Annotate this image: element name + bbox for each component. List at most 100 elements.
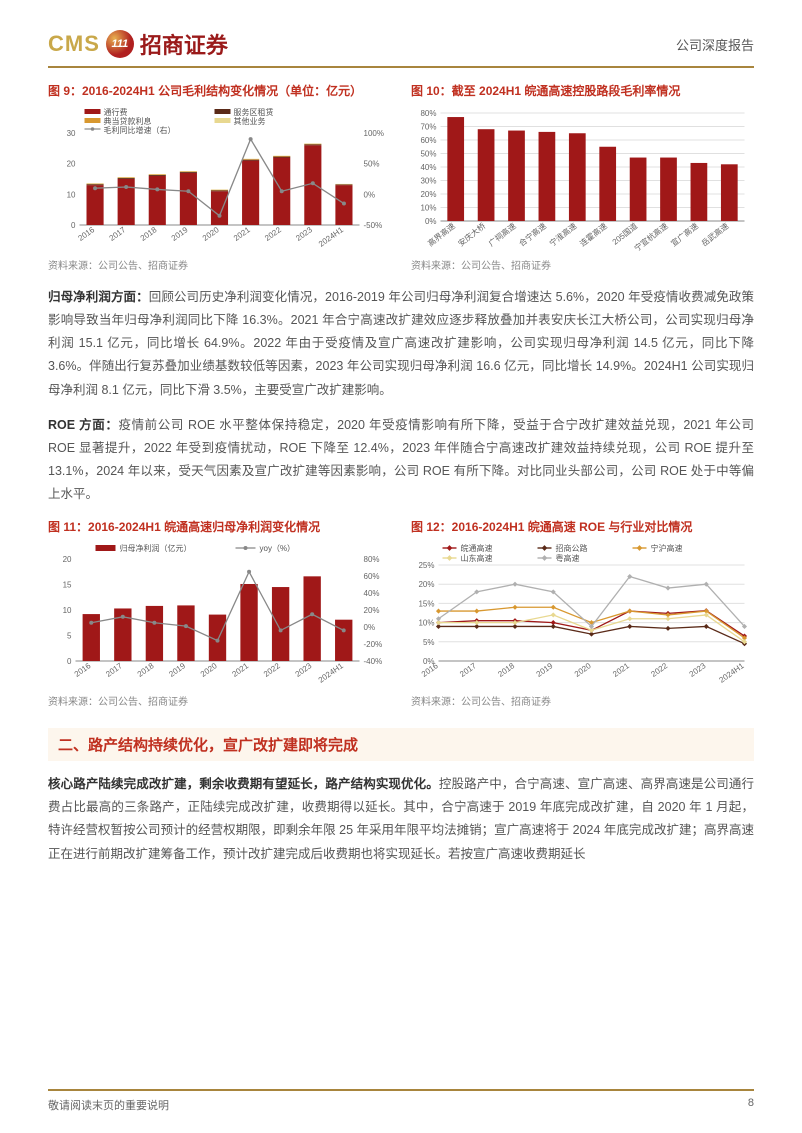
- svg-text:典当贷款利息: 典当贷款利息: [104, 116, 152, 126]
- svg-text:0: 0: [67, 657, 72, 666]
- svg-text:2021: 2021: [230, 661, 250, 679]
- svg-text:yoy（%）: yoy（%）: [260, 544, 296, 553]
- svg-text:50%: 50%: [364, 160, 380, 169]
- svg-text:2018: 2018: [136, 661, 156, 679]
- svg-text:粤高速: 粤高速: [556, 553, 580, 563]
- svg-text:10: 10: [63, 606, 72, 615]
- logo-cms: CMS: [48, 31, 100, 57]
- svg-text:10%: 10%: [418, 619, 434, 628]
- doc-type: 公司深度报告: [676, 35, 754, 54]
- chart-12-source: 资料来源：公司公告、招商证券: [411, 693, 754, 708]
- chart-9-source: 资料来源：公司公告、招商证券: [48, 257, 391, 272]
- svg-text:5%: 5%: [423, 638, 435, 647]
- svg-text:2019: 2019: [535, 661, 555, 679]
- svg-text:10: 10: [67, 190, 76, 199]
- svg-text:皖通高速: 皖通高速: [461, 543, 493, 553]
- svg-text:2023: 2023: [688, 661, 708, 679]
- svg-text:宁沪高速: 宁沪高速: [651, 543, 683, 553]
- svg-text:2020: 2020: [199, 661, 219, 679]
- chart-10-source: 资料来源：公司公告、招商证券: [411, 257, 754, 272]
- svg-text:安庆大桥: 安庆大桥: [456, 221, 487, 249]
- svg-text:2019: 2019: [167, 661, 187, 679]
- svg-text:宁淮高速: 宁淮高速: [547, 221, 578, 249]
- svg-text:2018: 2018: [139, 225, 159, 243]
- para-assets-lead: 核心路产陆续完成改扩建，剩余收费期有望延长，路产结构实现优化。: [48, 777, 439, 791]
- svg-text:归母净利润（亿元）: 归母净利润（亿元）: [120, 543, 192, 553]
- svg-text:-20%: -20%: [364, 640, 383, 649]
- svg-text:30: 30: [67, 129, 76, 138]
- svg-text:20: 20: [67, 160, 76, 169]
- svg-text:招商公路: 招商公路: [556, 543, 588, 553]
- chart-11-source: 资料来源：公司公告、招商证券: [48, 693, 391, 708]
- para-profit-body: 回顾公司历史净利润变化情况，2016-2019 年公司归母净利润复合增速达 5.…: [48, 290, 754, 397]
- svg-text:2019: 2019: [170, 225, 190, 243]
- para-profit: 归母净利润方面：回顾公司历史净利润变化情况，2016-2019 年公司归母净利润…: [48, 286, 754, 402]
- chart-12: 图 12：2016-2024H1 皖通高速 ROE 与行业对比情况 皖通高速 招商…: [411, 518, 754, 718]
- svg-text:-40%: -40%: [364, 657, 383, 666]
- svg-text:0%: 0%: [364, 190, 376, 199]
- svg-text:80%: 80%: [420, 109, 436, 118]
- svg-text:100%: 100%: [364, 129, 384, 138]
- svg-text:2020: 2020: [573, 661, 593, 679]
- logo-block: CMS 111 招商证券: [48, 28, 228, 60]
- page: CMS 111 招商证券 公司深度报告 图 9：2016-2024H1 公司毛利…: [0, 0, 802, 1133]
- chart-12-canvas: 皖通高速招商公路宁沪高速山东高速粤高速0%5%10%15%20%25%20162…: [411, 541, 754, 691]
- para-roe-lead: ROE 方面：: [48, 418, 118, 432]
- svg-text:2022: 2022: [262, 661, 282, 679]
- svg-text:2020: 2020: [201, 225, 221, 243]
- para-profit-lead: 归母净利润方面：: [48, 290, 149, 304]
- svg-text:2024H1: 2024H1: [317, 661, 346, 685]
- svg-text:岳武高速: 岳武高速: [699, 221, 730, 249]
- svg-text:20%: 20%: [418, 580, 434, 589]
- chart-11: 图 11：2016-2024H1 皖通高速归母净利润变化情况 归母净利润（亿元）…: [48, 518, 391, 718]
- svg-text:2023: 2023: [294, 225, 314, 243]
- svg-text:30%: 30%: [420, 177, 436, 186]
- chart-9: 图 9：2016-2024H1 公司毛利结构变化情况（单位：亿元） 通行费服务区…: [48, 82, 391, 282]
- svg-text:50%: 50%: [420, 150, 436, 159]
- svg-text:25%: 25%: [418, 561, 434, 570]
- svg-text:20%: 20%: [364, 606, 380, 615]
- svg-text:通行费: 通行费: [104, 107, 128, 117]
- svg-text:60%: 60%: [420, 136, 436, 145]
- chart-row-2: 图 11：2016-2024H1 皖通高速归母净利润变化情况 归母净利润（亿元）…: [48, 518, 754, 718]
- chart-9-canvas: 通行费服务区租赁典当贷款利息其他业务毛利同比增速（右）0102030-50%0%…: [48, 105, 391, 255]
- svg-text:2022: 2022: [263, 225, 283, 243]
- svg-text:毛利同比增速（右）: 毛利同比增速（右）: [104, 125, 176, 135]
- svg-text:2017: 2017: [104, 661, 124, 679]
- svg-text:2024H1: 2024H1: [718, 661, 747, 685]
- svg-text:2023: 2023: [294, 661, 314, 679]
- page-footer: 敬请阅读末页的重要说明 8: [48, 1089, 754, 1113]
- svg-text:其他业务: 其他业务: [234, 116, 266, 126]
- chart-12-title: 图 12：2016-2024H1 皖通高速 ROE 与行业对比情况: [411, 518, 754, 535]
- chart-11-canvas: 归母净利润（亿元）yoy（%）05101520-40%-20%0%20%40%6…: [48, 541, 391, 691]
- footer-note: 敬请阅读末页的重要说明: [48, 1097, 169, 1113]
- chart-9-title: 图 9：2016-2024H1 公司毛利结构变化情况（单位：亿元）: [48, 82, 391, 99]
- chart-10-canvas: 0%10%20%30%40%50%60%70%80%高界高速安庆大桥广祠高速合宁…: [411, 105, 754, 255]
- para-roe: ROE 方面：疫情前公司 ROE 水平整体保持稳定，2020 年受疫情影响有所下…: [48, 414, 754, 507]
- svg-text:15: 15: [63, 581, 72, 590]
- svg-text:2017: 2017: [108, 225, 128, 243]
- svg-text:2021: 2021: [611, 661, 631, 679]
- svg-text:40%: 40%: [364, 589, 380, 598]
- logo-emblem-icon: 111: [106, 30, 134, 58]
- svg-text:20%: 20%: [420, 190, 436, 199]
- chart-11-title: 图 11：2016-2024H1 皖通高速归母净利润变化情况: [48, 518, 391, 535]
- svg-text:15%: 15%: [418, 600, 434, 609]
- svg-text:0: 0: [71, 221, 76, 230]
- svg-text:40%: 40%: [420, 163, 436, 172]
- svg-text:-50%: -50%: [364, 221, 383, 230]
- svg-text:广祠高速: 广祠高速: [486, 221, 517, 249]
- svg-text:2016: 2016: [76, 225, 96, 243]
- para-roe-body: 疫情前公司 ROE 水平整体保持稳定，2020 年受疫情影响有所下降，受益于合宁…: [48, 418, 754, 501]
- svg-text:5: 5: [67, 632, 72, 641]
- svg-text:合宁高速: 合宁高速: [517, 221, 548, 249]
- svg-text:宣广高速: 宣广高速: [669, 221, 700, 249]
- svg-text:205国道: 205国道: [610, 221, 639, 247]
- svg-text:80%: 80%: [364, 555, 380, 564]
- svg-text:2017: 2017: [458, 661, 478, 679]
- svg-text:2022: 2022: [649, 661, 669, 679]
- svg-text:0%: 0%: [425, 217, 437, 226]
- svg-text:2016: 2016: [73, 661, 93, 679]
- svg-text:70%: 70%: [420, 123, 436, 132]
- para-assets: 核心路产陆续完成改扩建，剩余收费期有望延长，路产结构实现优化。控股路产中，合宁高…: [48, 773, 754, 866]
